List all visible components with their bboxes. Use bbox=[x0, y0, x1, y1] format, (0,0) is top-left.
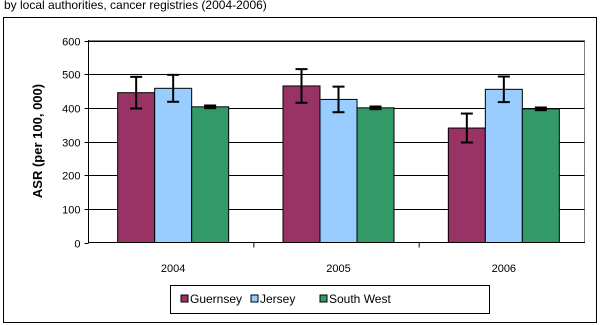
y-tick-label: 600 bbox=[62, 37, 80, 49]
x-tick-label: 2005 bbox=[326, 263, 350, 275]
bar-guernsey-2006 bbox=[447, 127, 486, 244]
bar-south-west-2004 bbox=[191, 106, 230, 243]
bar-jersey-2004 bbox=[154, 87, 193, 243]
y-tick-label: 500 bbox=[62, 70, 80, 82]
bar-jersey-2006 bbox=[484, 88, 523, 243]
legend-label-jersey: Jersey bbox=[260, 292, 295, 306]
legend-box bbox=[170, 285, 490, 314]
y-axis-title: ASR (per 100, 000) bbox=[30, 84, 45, 198]
error-bars bbox=[130, 68, 547, 144]
y-axis-ticks: 0 100 200 300 400 500 600 bbox=[62, 37, 89, 251]
legend-label-guernsey: Guernsey bbox=[190, 292, 242, 306]
bar-guernsey-2004 bbox=[117, 92, 156, 243]
x-axis-ticks: 2004 2005 2006 bbox=[161, 242, 516, 275]
y-tick-label: 0 bbox=[74, 239, 80, 251]
bar-guernsey-2005 bbox=[282, 85, 321, 243]
legend-swatch-jersey bbox=[250, 294, 259, 303]
legend-swatch-guernsey bbox=[180, 294, 189, 303]
legend-swatch-south-west bbox=[319, 294, 328, 303]
y-tick-label: 300 bbox=[62, 138, 80, 150]
y-tick-label: 200 bbox=[62, 171, 80, 183]
x-tick-label: 2006 bbox=[492, 263, 516, 275]
x-tick-label: 2004 bbox=[161, 263, 185, 275]
legend-label-south-west: South West bbox=[329, 292, 391, 306]
bar-south-west-2006 bbox=[521, 108, 560, 243]
y-tick-label: 400 bbox=[62, 104, 80, 116]
legend: Guernsey Jersey South West bbox=[180, 292, 391, 306]
bar-jersey-2005 bbox=[319, 98, 358, 243]
y-tick-label: 100 bbox=[62, 205, 80, 217]
chart-title-partial: by local authorities, cancer registries … bbox=[4, 0, 267, 12]
bars bbox=[117, 85, 560, 244]
bar-south-west-2005 bbox=[356, 107, 395, 244]
